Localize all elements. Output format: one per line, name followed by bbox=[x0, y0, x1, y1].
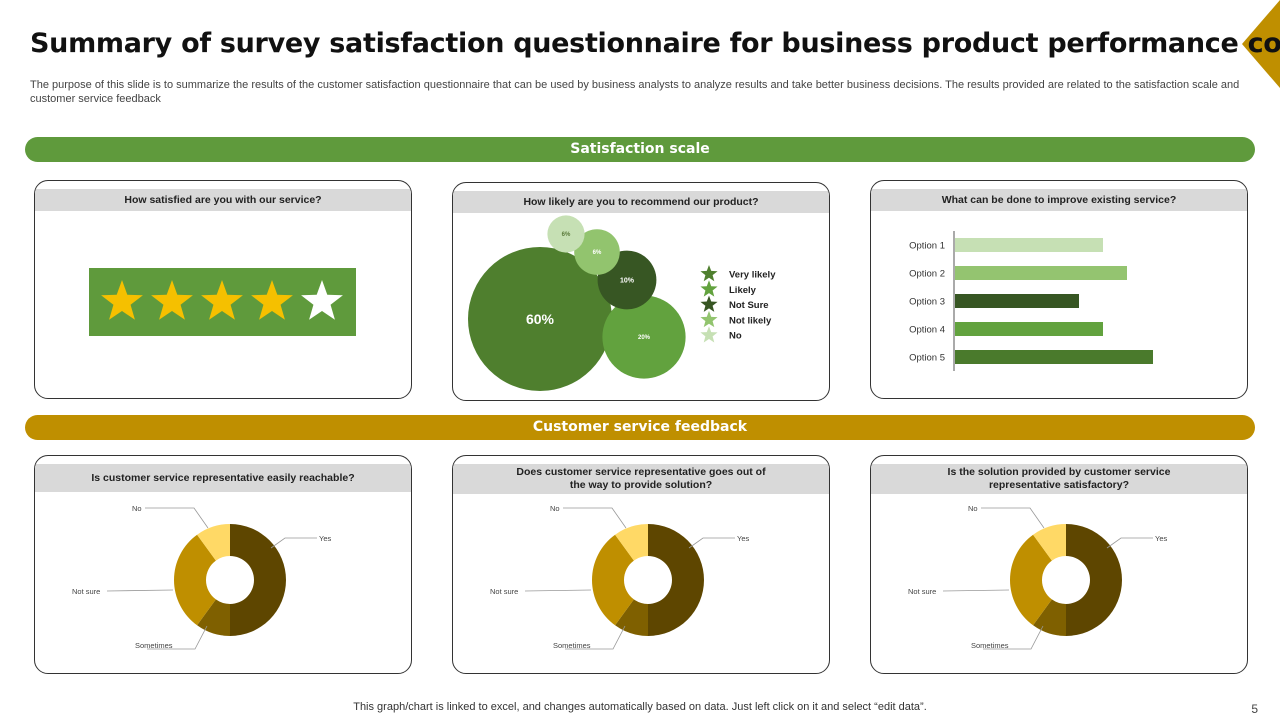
donut-slice bbox=[1033, 524, 1066, 561]
leader-line bbox=[565, 625, 626, 650]
donut-slice bbox=[1010, 534, 1052, 626]
slice-label: No bbox=[968, 504, 978, 513]
bubble-label: 10% bbox=[620, 277, 635, 284]
section-header-feedback: Customer service feedback bbox=[25, 415, 1255, 440]
card-question: What can be done to improve existing ser… bbox=[871, 189, 1247, 211]
donut-chart: Yes Sometimes Not sure No bbox=[72, 504, 331, 650]
bubble bbox=[602, 295, 686, 379]
bubble-label: 6% bbox=[593, 250, 602, 256]
bubble-label: 20% bbox=[638, 335, 651, 341]
card-question: How likely are you to recommend our prod… bbox=[453, 191, 829, 213]
leader-line bbox=[147, 625, 208, 650]
slice-label: Not sure bbox=[908, 587, 936, 596]
star-empty-icon bbox=[301, 280, 343, 320]
leader-line bbox=[1106, 537, 1153, 549]
page-number: 5 bbox=[1251, 702, 1258, 716]
leader-line bbox=[983, 625, 1044, 650]
slice-label: No bbox=[132, 504, 142, 513]
donut-chart: Yes Sometimes Not sure No bbox=[908, 504, 1167, 650]
page-subtitle: The purpose of this slide is to summariz… bbox=[30, 79, 1240, 105]
star-rating-chart bbox=[89, 268, 356, 336]
card-question: Is customer service representative easil… bbox=[35, 464, 411, 492]
slice-label: Sometimes bbox=[135, 641, 173, 650]
card-question: How satisfied are you with our service? bbox=[35, 189, 411, 211]
star-filled-icon bbox=[251, 280, 293, 320]
star-filled-icon bbox=[101, 280, 143, 320]
recommend-card[interactable]: How likely are you to recommend our prod… bbox=[452, 182, 830, 401]
donut-slice bbox=[197, 599, 230, 636]
star-filled-icon bbox=[151, 280, 193, 320]
leader-line bbox=[981, 507, 1045, 529]
leader-line bbox=[563, 507, 627, 529]
leader-line bbox=[145, 507, 209, 529]
legend-star-icon bbox=[700, 265, 718, 282]
bar-chart: Option 1 Option 2 Option 3 Option 4 Option 5 bbox=[909, 231, 1153, 371]
footer-note: This graph/chart is linked to excel, and… bbox=[353, 701, 927, 713]
slice-label: Yes bbox=[1155, 534, 1167, 543]
bubble bbox=[468, 247, 612, 391]
page-title: Summary of survey satisfaction questionn… bbox=[30, 28, 1280, 59]
extra-mile-card[interactable]: Does customer service representative goe… bbox=[452, 455, 830, 674]
donut-slice bbox=[1033, 599, 1066, 636]
improve-card[interactable]: What can be done to improve existing ser… bbox=[870, 180, 1248, 399]
legend-star-icon bbox=[700, 310, 718, 328]
corner-accent bbox=[1242, 0, 1280, 88]
donut-slice bbox=[615, 524, 648, 561]
donut-chart: Yes Sometimes Not sure No bbox=[490, 504, 749, 650]
leader-line bbox=[524, 589, 592, 592]
slice-label: Yes bbox=[737, 534, 749, 543]
leader-line bbox=[942, 589, 1010, 592]
slice-label: Sometimes bbox=[553, 641, 591, 650]
bubble-chart: 60% 20% 10% 6% 6% Very likely Likely Not Sure No… bbox=[468, 215, 776, 391]
legend-star-icon bbox=[700, 326, 718, 343]
donut-slice bbox=[648, 524, 704, 636]
slice-label: No bbox=[550, 504, 560, 513]
bar bbox=[955, 294, 1079, 308]
donut-slice bbox=[174, 534, 216, 626]
donut-slice bbox=[1066, 524, 1122, 636]
legend-label: Not likely bbox=[729, 315, 772, 326]
leader-line bbox=[688, 537, 735, 549]
card-question: Is the solution provided by customer ser… bbox=[871, 464, 1247, 494]
bubble bbox=[574, 229, 620, 275]
category-label: Option 3 bbox=[909, 297, 945, 308]
category-label: Option 4 bbox=[909, 325, 945, 336]
legend-star-icon bbox=[700, 295, 718, 312]
slice-label: Not sure bbox=[490, 587, 518, 596]
rating-card[interactable]: How satisfied are you with our service? bbox=[34, 180, 412, 399]
category-label: Option 2 bbox=[909, 269, 945, 280]
slice-label: Yes bbox=[319, 534, 331, 543]
bar bbox=[955, 266, 1127, 280]
legend-label: Not Sure bbox=[729, 300, 769, 311]
bubble bbox=[547, 215, 585, 253]
bar bbox=[955, 238, 1103, 252]
legend-label: Likely bbox=[729, 285, 757, 296]
donut-slice bbox=[592, 534, 634, 626]
legend-label: Very likely bbox=[729, 270, 776, 281]
donut-slice bbox=[197, 524, 230, 561]
slice-label: Sometimes bbox=[971, 641, 1009, 650]
leader-line bbox=[106, 589, 174, 592]
legend-star-icon bbox=[700, 280, 718, 297]
bar bbox=[955, 322, 1103, 336]
bar bbox=[955, 350, 1153, 364]
category-label: Option 5 bbox=[909, 353, 945, 364]
section-header-satisfaction: Satisfaction scale bbox=[25, 137, 1255, 162]
star-filled-icon bbox=[201, 280, 243, 320]
leader-line bbox=[270, 537, 317, 549]
reachable-card[interactable]: Is customer service representative easil… bbox=[34, 455, 412, 674]
donut-slice bbox=[615, 599, 648, 636]
bubble-label: 60% bbox=[526, 311, 555, 327]
bubble-label: 6% bbox=[562, 232, 571, 238]
card-question: Does customer service representative goe… bbox=[453, 464, 829, 494]
category-label: Option 1 bbox=[909, 241, 945, 252]
donut-slice bbox=[230, 524, 286, 636]
slice-label: Not sure bbox=[72, 587, 100, 596]
solution-card[interactable]: Is the solution provided by customer ser… bbox=[870, 455, 1248, 674]
legend-label: No bbox=[729, 331, 742, 342]
